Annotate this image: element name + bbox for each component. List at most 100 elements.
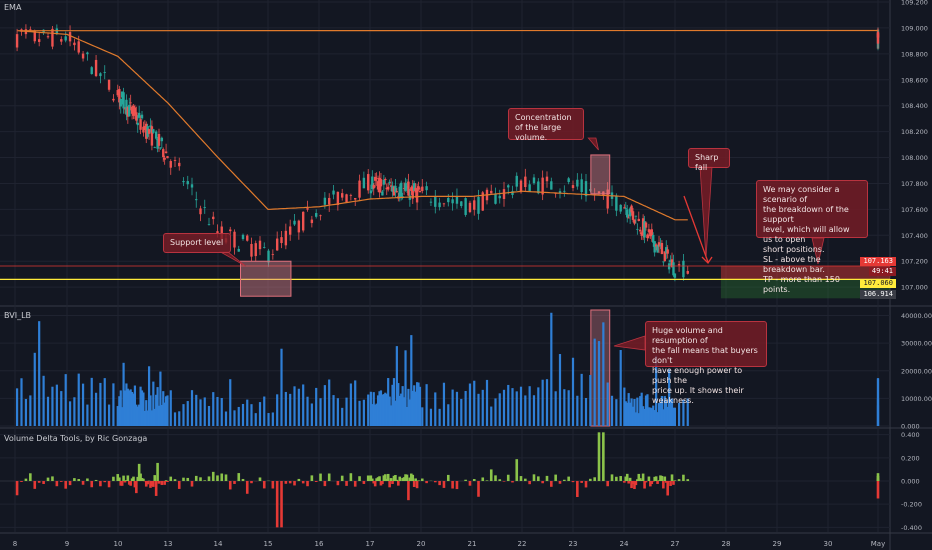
candle-body xyxy=(636,228,639,230)
price-tick-label: 108.600 xyxy=(901,76,928,84)
volume-bar xyxy=(442,382,446,426)
candle-body xyxy=(267,250,270,263)
candle-body xyxy=(164,151,168,154)
volume-bar xyxy=(615,399,618,426)
delta-bar xyxy=(135,481,138,494)
delta-bar xyxy=(524,478,527,481)
candle-body xyxy=(15,34,19,48)
scenario-line: the breakdown of the support xyxy=(763,205,849,224)
volume-bar xyxy=(64,374,67,426)
candle-body xyxy=(524,176,527,188)
delta-bar xyxy=(402,477,406,481)
x-tick-label: May xyxy=(871,540,885,548)
volume-bar xyxy=(668,369,671,426)
candle-body xyxy=(498,195,501,199)
volume-bar xyxy=(385,393,388,426)
x-tick-label: 21 xyxy=(468,540,477,548)
delta-bar xyxy=(372,481,376,484)
volume-bar xyxy=(276,394,279,426)
delta-bar xyxy=(395,479,399,481)
volume-bar xyxy=(387,378,390,426)
candle-body xyxy=(623,207,626,209)
candle-body xyxy=(410,187,413,191)
delta-bar xyxy=(464,479,467,481)
volume-bar xyxy=(358,400,361,426)
volume-tick-label: 0.000 xyxy=(901,423,920,431)
delta-bar xyxy=(515,459,519,481)
candle-body xyxy=(254,243,257,257)
delta-bar xyxy=(345,481,348,486)
volume-bar xyxy=(686,398,689,426)
candle-body xyxy=(275,238,279,251)
delta-bar xyxy=(634,481,638,486)
volume-bar xyxy=(362,399,365,426)
candle-body xyxy=(186,181,189,185)
volume-bar xyxy=(384,392,387,426)
candle-body xyxy=(652,235,655,243)
delta-bar xyxy=(271,481,275,489)
delta-bar xyxy=(630,481,633,489)
delta-bar xyxy=(288,481,292,484)
delta-bar xyxy=(649,481,652,487)
delta-bar xyxy=(670,474,674,481)
candle-body xyxy=(382,179,386,185)
candle-body xyxy=(507,185,510,188)
volume-bar xyxy=(130,392,134,426)
volume-bar xyxy=(126,388,129,426)
volume-bar xyxy=(369,391,372,426)
volume-bar xyxy=(400,393,403,426)
volume-bar xyxy=(156,387,159,426)
candle-body xyxy=(369,190,373,194)
candle-body xyxy=(136,122,139,126)
delta-bar xyxy=(150,481,154,487)
candle-body xyxy=(146,126,149,137)
volume-bar xyxy=(162,391,165,426)
candle-body xyxy=(375,178,378,179)
sl-price-tag: 107.163 xyxy=(860,257,896,266)
delta-bar xyxy=(119,481,123,486)
volume-bar xyxy=(642,406,645,426)
candle-body xyxy=(280,237,283,244)
candle-body xyxy=(414,187,417,193)
candle-body xyxy=(137,112,141,118)
delta-bar xyxy=(42,481,45,485)
delta-bar xyxy=(245,481,249,494)
candle-body xyxy=(402,188,406,189)
delta-bar xyxy=(506,474,510,481)
volume-bar xyxy=(147,366,151,426)
candle-body xyxy=(558,191,562,194)
delta-bar xyxy=(153,475,157,481)
candle-body xyxy=(345,194,348,203)
delta-bar xyxy=(126,475,130,481)
volume-bar xyxy=(415,382,419,426)
delta-bar xyxy=(199,477,202,481)
candle-body xyxy=(576,179,579,187)
delta-bar xyxy=(597,432,601,481)
candle-body xyxy=(379,179,383,187)
candle-body xyxy=(107,79,111,90)
price-tick-label: 107.200 xyxy=(901,258,928,266)
volume-bar xyxy=(666,406,669,426)
delta-bar xyxy=(182,477,185,481)
candle-body xyxy=(399,182,403,199)
volume-bar xyxy=(195,394,198,426)
delta-bar xyxy=(438,481,441,486)
volume-bar xyxy=(112,383,115,426)
volume-bar xyxy=(404,350,407,426)
volume-bar xyxy=(99,382,102,426)
delta-tick-label: 0.200 xyxy=(901,454,920,462)
candle-body xyxy=(112,98,115,101)
delta-bar xyxy=(64,481,67,489)
volume-bar xyxy=(328,379,331,426)
delta-bar xyxy=(638,478,642,481)
volume-bar xyxy=(367,394,370,426)
scenario-line: SL - above the breakdown bar. xyxy=(763,255,825,274)
delta-bar xyxy=(132,476,135,481)
volume-bar xyxy=(602,322,605,426)
candle-body xyxy=(233,231,236,248)
delta-bar xyxy=(686,479,690,481)
candle-body xyxy=(876,31,880,44)
volume-bar xyxy=(132,393,135,426)
delta-bar xyxy=(489,469,493,481)
volume-bar xyxy=(116,406,119,426)
